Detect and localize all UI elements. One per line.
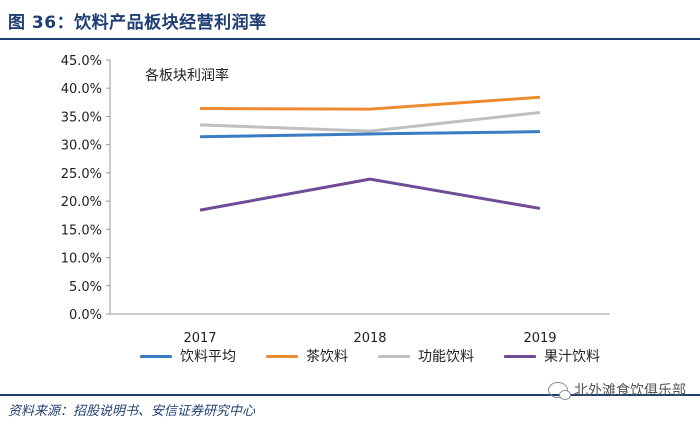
legend-label: 果汁饮料 — [544, 349, 600, 365]
y-tick-label: 25.0% — [61, 167, 102, 182]
series-lines — [199, 95, 541, 212]
y-tick-label: 5.0% — [69, 280, 102, 295]
y-tick-label: 35.0% — [61, 110, 102, 125]
header-rule — [0, 38, 700, 40]
legend-swatch — [266, 354, 298, 358]
y-tick-label: 30.0% — [61, 139, 102, 154]
figure-title: 图 36：饮料产品板块经营利润率 — [8, 13, 267, 33]
watermark: 北外滩食饮俱乐部 — [548, 380, 686, 400]
legend-swatch — [378, 354, 410, 358]
y-tick-label: 20.0% — [61, 195, 102, 210]
chart-legend: 饮料平均 茶饮料 功能饮料 果汁饮料 — [140, 346, 600, 366]
source-note: 资料来源：招股说明书、安信证券研究中心 — [8, 404, 256, 419]
y-tick-label: 15.0% — [61, 223, 102, 238]
legend-swatch — [504, 354, 536, 358]
y-axis: 0.0% 5.0% 10.0% 15.0% 20.0% 25.0% 30.0% 35.0% 40… — [61, 54, 110, 323]
line-chart: 0.0% 5.0% 10.0% 15.0% 20.0% 25.0% 30.0% 35.0% 40… — [61, 54, 610, 342]
legend-item: 功能饮料 — [378, 346, 474, 366]
y-tick-label: 45.0% — [61, 54, 102, 69]
legend-label: 功能饮料 — [418, 349, 474, 365]
watermark-text: 北外滩食饮俱乐部 — [574, 383, 686, 399]
x-tick-label: 2017 — [183, 331, 216, 342]
x-axis: 2017 2018 2019 — [183, 331, 556, 342]
x-tick-label: 2018 — [353, 331, 386, 342]
legend-item: 饮料平均 — [140, 346, 236, 366]
series-line — [199, 130, 541, 139]
series-line — [199, 177, 541, 212]
legend-item: 果汁饮料 — [504, 346, 600, 366]
y-tick-label: 0.0% — [69, 308, 102, 323]
x-tick-label: 2019 — [523, 331, 556, 342]
series-line — [199, 95, 541, 111]
footer-rule — [0, 394, 700, 396]
legend-swatch — [140, 354, 172, 358]
y-tick-label: 40.0% — [61, 82, 102, 97]
figure-header: 图 36：饮料产品板块经营利润率 — [0, 0, 700, 42]
series-line — [199, 111, 541, 133]
legend-label: 茶饮料 — [306, 349, 348, 365]
legend-label: 饮料平均 — [180, 349, 236, 365]
wechat-icon — [548, 382, 571, 400]
y-tick-label: 10.0% — [61, 252, 102, 267]
chart-title: 各板块利润率 — [145, 67, 229, 84]
legend-item: 茶饮料 — [266, 346, 348, 366]
